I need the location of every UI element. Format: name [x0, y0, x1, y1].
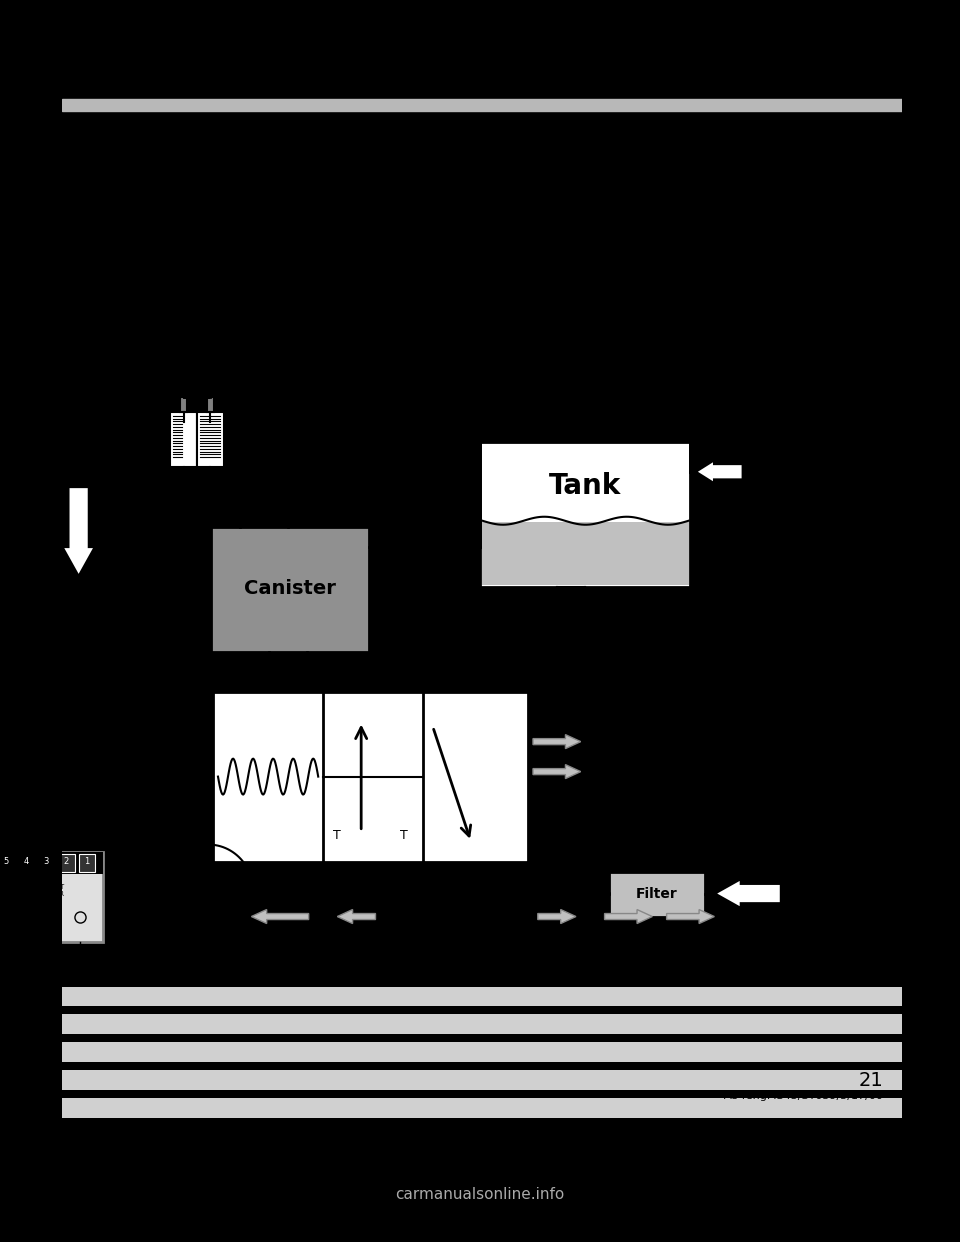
Bar [180, 396, 187, 412]
Bar [213, 692, 528, 862]
Text: CURRENT
MONITOR: CURRENT MONITOR [32, 883, 64, 897]
Text: 1: 1 [84, 857, 89, 866]
Text: M: M [198, 882, 220, 902]
Text: T: T [400, 828, 408, 842]
Bar [79, 853, 95, 872]
Text: Canister: Canister [244, 579, 335, 599]
FancyArrow shape [695, 460, 743, 483]
Bar [62, 986, 902, 1006]
FancyArrow shape [62, 487, 95, 576]
Bar [0, 853, 14, 872]
FancyArrow shape [533, 734, 581, 749]
Text: Electric
Motor LDP: Electric Motor LDP [557, 667, 626, 694]
Bar [62, 1098, 902, 1119]
FancyArrow shape [533, 765, 581, 779]
Text: 3: 3 [43, 857, 49, 866]
Text: Purge
Valve: Purge Valve [194, 366, 233, 395]
Bar [62, 1042, 902, 1062]
Text: carmanualsonline.info: carmanualsonline.info [396, 1186, 564, 1202]
Text: 0.5mm
Reference
Orifice: 0.5mm Reference Orifice [0, 756, 39, 790]
Text: 2: 2 [63, 857, 69, 866]
Text: M54engMS43/ST039/3/17/00: M54engMS43/ST039/3/17/00 [723, 1092, 883, 1102]
Text: The ECM  activates the pump motor.  The pump pulls air from the filtered air inl: The ECM activates the pump motor. The pu… [70, 207, 684, 238]
Text: Filter: Filter [636, 887, 678, 900]
Text: 5: 5 [4, 857, 9, 866]
Bar [0, 852, 104, 873]
Text: Pump: Pump [318, 946, 357, 960]
Text: PHASE 1 -  REFERENCE MEASUREMENT: PHASE 1 - REFERENCE MEASUREMENT [70, 175, 401, 190]
Bar [0, 852, 104, 941]
FancyArrow shape [337, 909, 375, 924]
FancyArrow shape [252, 909, 309, 924]
Text: The ECM simultaneously monitors the pump motor current flow .  The motor current: The ECM simultaneously monitors the pump… [70, 262, 687, 332]
Text: +: + [378, 627, 393, 645]
Text: Change-Over
Valve: Change-Over Valve [323, 667, 409, 694]
Text: Tank: Tank [549, 472, 622, 499]
Bar [211, 527, 369, 652]
Bar [62, 1015, 902, 1035]
Text: +: + [378, 532, 393, 550]
Bar [197, 412, 224, 467]
Bar [482, 522, 688, 585]
Bar [170, 412, 197, 467]
Bar [206, 396, 214, 412]
Text: LEAK DIAGNOSIS TEST: LEAK DIAGNOSIS TEST [70, 137, 316, 156]
Bar [175, 662, 643, 941]
Text: Engine: Engine [68, 581, 127, 596]
Text: Fresh Air: Fresh Air [724, 924, 787, 938]
Text: T: T [333, 828, 341, 842]
Bar [59, 853, 75, 872]
FancyArrow shape [714, 878, 781, 909]
Bar [18, 853, 35, 872]
Text: 4: 4 [23, 857, 29, 866]
FancyArrow shape [605, 909, 652, 924]
Bar [196, 759, 213, 795]
Bar [62, 1071, 902, 1090]
Bar [38, 853, 55, 872]
Bar [62, 99, 902, 111]
Text: +: + [191, 492, 205, 509]
Text: 21: 21 [858, 1072, 883, 1090]
FancyArrow shape [666, 909, 714, 924]
Bar [481, 442, 690, 586]
Bar [610, 872, 705, 917]
Text: Throttle
Plate: Throttle Plate [65, 371, 116, 394]
FancyArrow shape [538, 909, 576, 924]
